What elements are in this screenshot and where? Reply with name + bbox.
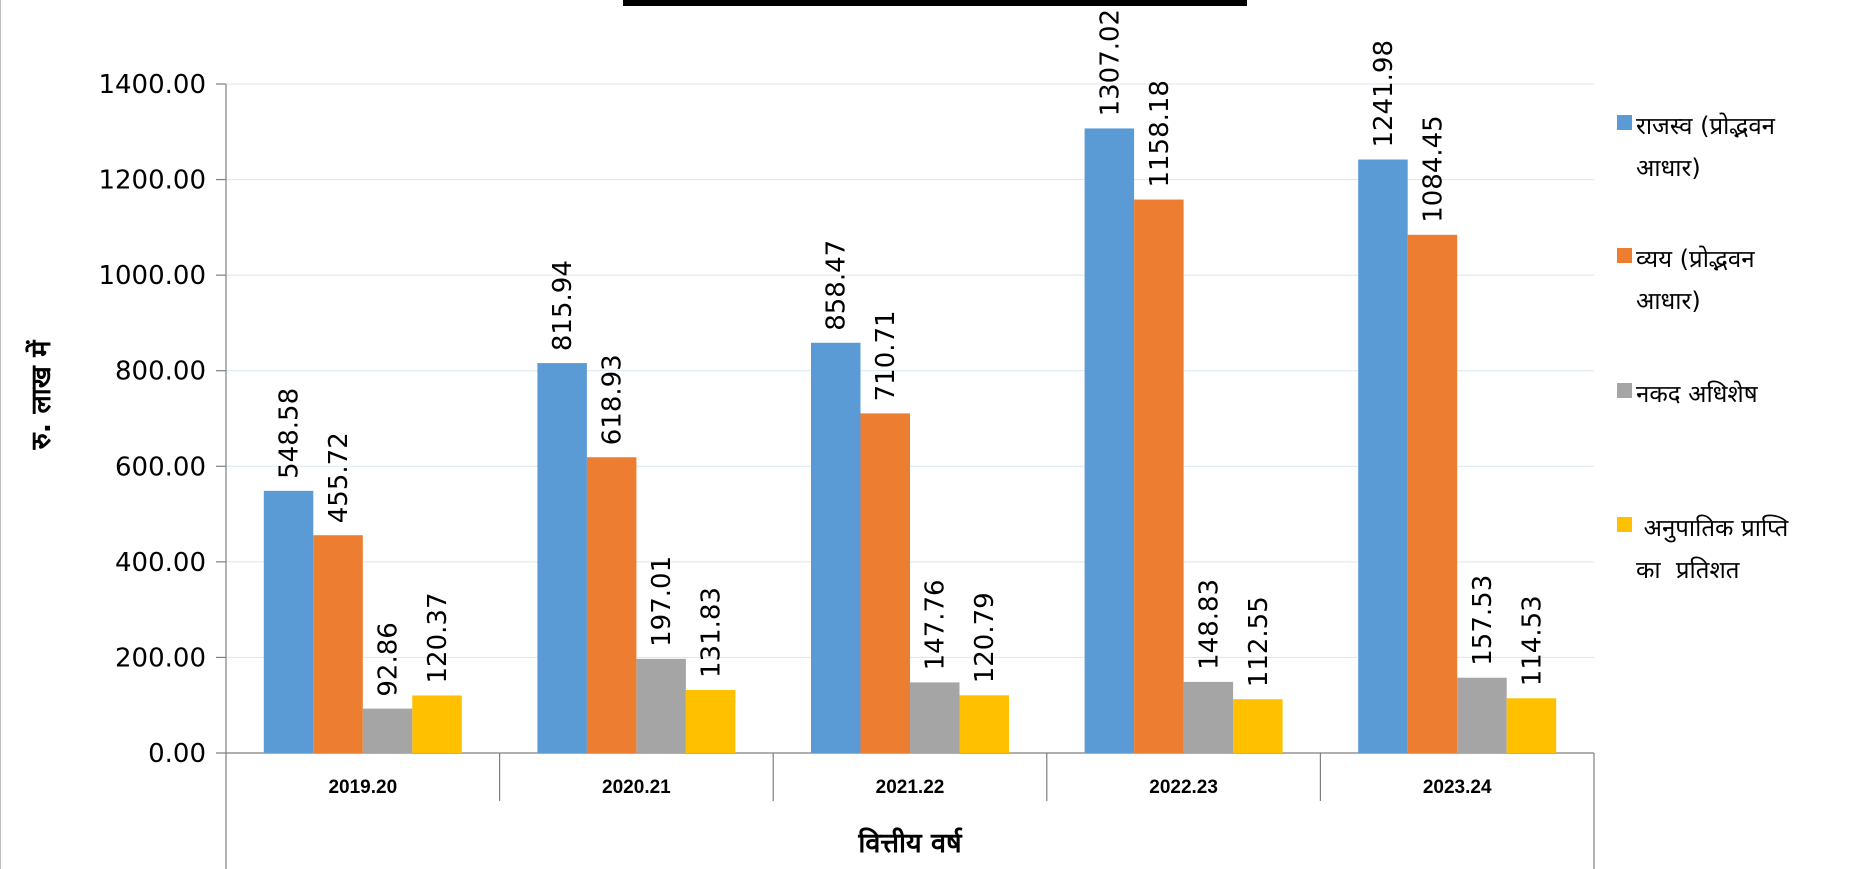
bar (959, 695, 1009, 753)
legend-label: अनुपातिक प्राप्ति (1636, 514, 1790, 543)
data-label: 114.53 (1517, 595, 1547, 686)
y-axis-title: रु. लाख में (25, 340, 57, 451)
legend-label: राजस्व (प्रोद्भवन (1636, 112, 1776, 140)
legend-label: व्यय (प्रोद्भवन (1636, 245, 1755, 273)
bar (910, 682, 960, 753)
x-tick-label: 2021.22 (876, 777, 945, 798)
x-axis-title: वित्तीय वर्ष (857, 827, 963, 859)
title-underline-bar (623, 0, 1247, 6)
legend-label: आधार) (1636, 287, 1701, 315)
y-tick-label: 200.00 (115, 643, 206, 673)
data-label: 120.79 (970, 592, 1000, 683)
y-tick-label: 1400.00 (98, 70, 206, 100)
data-labels: 548.58 455.72 92.86 120.37 815.94 618.93 197.0… (275, 9, 1548, 697)
bars (263, 128, 1557, 753)
data-label: 147.76 (921, 579, 951, 670)
data-label: 120.37 (423, 592, 453, 683)
legend-label: आधार) (1636, 154, 1701, 182)
bar (412, 695, 462, 753)
bar (860, 413, 910, 753)
data-label: 197.01 (647, 556, 677, 647)
legend-swatch (1617, 248, 1632, 263)
bar (362, 708, 413, 753)
data-label: 815.94 (548, 260, 578, 351)
data-label: 710.71 (871, 310, 901, 401)
y-tick-label: 0.00 (148, 739, 206, 769)
y-tick-label: 600.00 (115, 452, 206, 482)
y-tick-label: 400.00 (115, 548, 206, 578)
legend: राजस्व (प्रोद्भवन आधार) व्यय (प्रोद्भवन आधा… (1617, 112, 1790, 584)
data-label: 618.93 (598, 354, 628, 445)
tick-labels: 0.00 200.00 400.00 600.00 800.00 1000.00 1200.… (98, 70, 1492, 798)
bar (811, 342, 861, 753)
y-tick-label: 1000.00 (98, 261, 206, 291)
bar (1407, 234, 1458, 753)
data-label: 148.83 (1194, 579, 1224, 670)
bar (1358, 159, 1408, 753)
bar (537, 363, 587, 753)
legend-swatch (1617, 517, 1632, 532)
bar (1506, 698, 1557, 753)
data-label: 455.72 (324, 432, 354, 523)
bar (1183, 681, 1234, 753)
data-label: 1307.02 (1095, 9, 1125, 117)
legend-swatch (1617, 383, 1632, 398)
data-label: 548.58 (275, 388, 305, 479)
data-label: 157.53 (1468, 575, 1498, 666)
data-label: 131.83 (697, 587, 727, 678)
data-label: 1084.45 (1418, 115, 1448, 223)
bar (313, 535, 363, 753)
bar (636, 658, 686, 753)
bar (685, 690, 736, 753)
y-tick-label: 1200.00 (98, 166, 206, 196)
x-tick-label: 2020.21 (602, 777, 671, 798)
legend-label: नकद अधिशेष (1636, 380, 1759, 408)
data-label: 92.86 (374, 622, 404, 696)
data-label: 1158.18 (1145, 80, 1175, 188)
bar (1233, 699, 1283, 753)
bar (586, 457, 637, 753)
bar (1084, 128, 1135, 753)
x-tick-label: 2022.23 (1149, 777, 1218, 798)
bar (1134, 199, 1184, 753)
x-tick-label: 2019.20 (328, 777, 397, 798)
legend-swatch (1617, 115, 1632, 130)
data-label: 1241.98 (1369, 40, 1399, 148)
bar (1457, 677, 1507, 753)
y-tick-label: 800.00 (115, 357, 206, 387)
legend-label: का प्रतिशत (1636, 556, 1741, 584)
data-label: 858.47 (822, 240, 852, 331)
bar (263, 490, 314, 753)
x-tick-label: 2023.24 (1423, 777, 1492, 798)
data-label: 112.55 (1244, 596, 1274, 687)
